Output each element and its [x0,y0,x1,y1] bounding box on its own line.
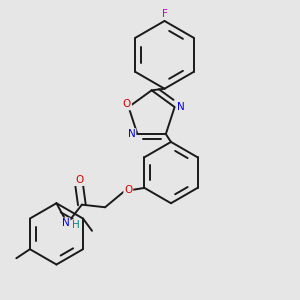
Text: N: N [62,218,70,228]
Text: N: N [128,129,136,139]
Text: O: O [123,100,131,110]
Text: O: O [75,175,83,185]
Text: O: O [124,185,132,196]
Text: N: N [177,102,184,112]
Text: F: F [162,9,167,19]
Text: H: H [73,220,80,230]
